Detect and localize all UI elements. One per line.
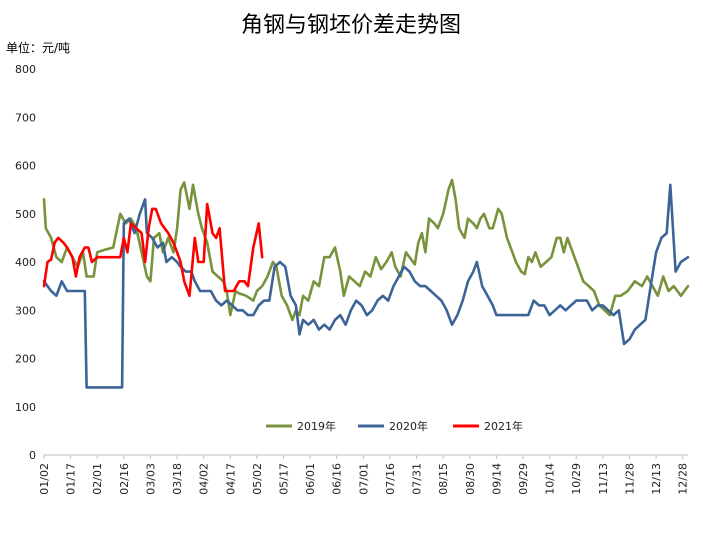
unit-label: 单位：元/吨	[6, 40, 70, 55]
x-tick-label: 12/28	[677, 463, 690, 495]
x-tick-label: 02/16	[118, 463, 131, 495]
series-line-1	[42, 178, 690, 322]
x-tick-label: 01/17	[65, 463, 78, 495]
x-tick-label: 12/13	[650, 463, 663, 495]
y-tick-label: 700	[15, 111, 36, 124]
y-tick-label: 600	[15, 160, 36, 173]
series-line-2	[42, 183, 690, 389]
x-tick-label: 10/14	[544, 463, 557, 495]
x-tick-label: 04/17	[224, 463, 237, 495]
x-tick-label: 05/17	[278, 463, 291, 495]
legend-label: 2020年	[389, 419, 428, 433]
legend: 2019年 2020年 2021年	[266, 419, 523, 433]
x-tick-label: 06/01	[304, 463, 317, 495]
x-tick-label: 07/31	[411, 463, 424, 495]
x-tick-label: 05/02	[251, 463, 264, 495]
chart-title: 角钢与钢坯价差走势图	[241, 13, 461, 38]
x-tick-label: 03/03	[144, 463, 157, 495]
x-tick-label: 03/18	[171, 463, 184, 495]
x-tick-label: 07/01	[357, 463, 370, 495]
x-axis-ticks: 01/02 01/17 02/01 02/16 03/03 03/18 04/02 04/17…	[38, 455, 690, 495]
x-tick-label: 09/29	[517, 463, 530, 495]
x-tick-label: 11/28	[623, 463, 636, 495]
y-tick-label: 200	[15, 353, 36, 366]
x-tick-label: 04/02	[198, 463, 211, 495]
series-layer	[42, 178, 690, 389]
x-tick-label: 06/16	[331, 463, 344, 495]
y-tick-label: 0	[29, 449, 36, 462]
y-tick-label: 800	[15, 63, 36, 76]
x-tick-label: 08/15	[437, 463, 450, 495]
y-tick-label: 400	[15, 256, 36, 269]
x-tick-label: 10/29	[570, 463, 583, 495]
y-tick-label: 100	[15, 401, 36, 414]
x-tick-label: 11/13	[597, 463, 610, 495]
y-tick-label: 500	[15, 208, 36, 221]
y-tick-label: 300	[15, 304, 36, 317]
legend-label: 2021年	[484, 419, 523, 433]
x-tick-label: 08/30	[464, 463, 477, 495]
legend-label: 2019年	[297, 419, 336, 433]
series-line-3	[42, 202, 264, 298]
x-tick-label: 07/16	[384, 463, 397, 495]
x-tick-label: 02/01	[91, 463, 104, 495]
x-tick-label: 01/02	[38, 463, 51, 495]
x-tick-label: 09/14	[490, 463, 503, 495]
y-axis-ticks: 0 100 200 300 400 500 600 700 800	[15, 63, 36, 462]
